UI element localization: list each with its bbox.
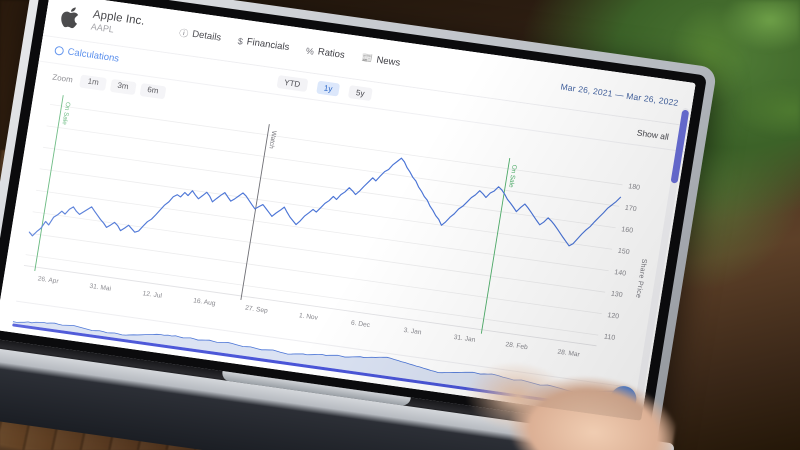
show-all-button[interactable]: Show all <box>636 127 670 142</box>
svg-text:130: 130 <box>610 291 623 300</box>
svg-text:27. Sep: 27. Sep <box>245 305 269 315</box>
zoom-label: Zoom <box>51 72 74 84</box>
percent-icon: % <box>305 45 315 57</box>
tab-financials-label: Financials <box>245 36 291 54</box>
tab-ratios-label: Ratios <box>317 46 346 61</box>
laptop-device: Apple Inc. AAPL ⓘ Details $ Financials <box>0 0 718 450</box>
app-header: Apple Inc. AAPL ⓘ Details $ Financials <box>42 0 696 127</box>
quick-range-5y[interactable]: 5y <box>348 85 373 102</box>
svg-text:Watch: Watch <box>267 130 277 149</box>
quick-range-1y[interactable]: 1y <box>315 80 341 97</box>
calculations-label: Calculations <box>66 46 120 65</box>
tab-news[interactable]: 📰 News <box>361 52 401 68</box>
svg-text:1. Nov: 1. Nov <box>298 312 319 322</box>
news-icon: 📰 <box>360 52 374 64</box>
info-circle-icon: ⓘ <box>178 27 190 39</box>
tab-details[interactable]: ⓘ Details <box>178 26 222 45</box>
tab-details-label: Details <box>191 28 222 44</box>
apple-logo-icon <box>58 3 84 32</box>
svg-text:16. Aug: 16. Aug <box>193 297 217 307</box>
svg-text:26. Apr: 26. Apr <box>37 275 60 285</box>
tab-ratios[interactable]: % Ratios <box>305 45 345 61</box>
svg-text:150: 150 <box>617 248 630 257</box>
calculations-button[interactable]: Calculations <box>54 45 120 65</box>
date-range-display[interactable]: Mar 26, 2021 — Mar 26, 2022 <box>559 80 680 108</box>
svg-text:On Sale: On Sale <box>60 101 71 125</box>
svg-text:On Sale: On Sale <box>507 164 518 188</box>
zoom-6m[interactable]: 6m <box>139 82 167 99</box>
zoom-3m[interactable]: 3m <box>109 78 137 95</box>
svg-text:12. Jul: 12. Jul <box>142 290 163 300</box>
zoom-1m[interactable]: 1m <box>79 74 107 91</box>
company-identity: Apple Inc. AAPL <box>90 8 145 38</box>
svg-text:6. Dec: 6. Dec <box>350 320 371 330</box>
tab-news-label: News <box>375 54 401 69</box>
svg-text:3. Jan: 3. Jan <box>403 327 422 336</box>
quick-range-ytd[interactable]: YTD <box>276 75 309 93</box>
svg-text:31. Mai: 31. Mai <box>89 283 112 293</box>
svg-text:140: 140 <box>614 269 627 278</box>
tab-financials[interactable]: $ Financials <box>237 35 291 54</box>
svg-text:180: 180 <box>628 183 641 192</box>
gear-circle-icon <box>54 45 65 56</box>
dollar-icon: $ <box>237 35 244 47</box>
svg-text:170: 170 <box>624 205 637 214</box>
svg-text:160: 160 <box>621 226 634 235</box>
